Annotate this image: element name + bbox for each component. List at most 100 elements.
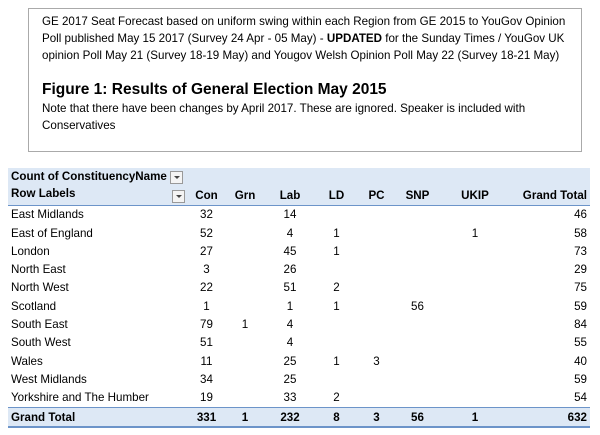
value-field: Count of ConstituencyName	[8, 168, 188, 187]
data-row: East of England 52 4 1 1 58	[8, 224, 590, 242]
cell	[395, 370, 440, 388]
cell	[225, 297, 265, 315]
cell: 58	[574, 226, 587, 240]
cell: 40	[574, 354, 587, 368]
cell	[225, 279, 265, 297]
blank-cell	[315, 168, 358, 187]
blank-cell	[188, 168, 225, 187]
cell: 632	[510, 406, 590, 429]
cell: 55	[574, 336, 587, 350]
pivot-table: Count of ConstituencyName Row Labels Con G…	[8, 168, 590, 429]
cell: 1	[333, 244, 340, 258]
cell	[395, 315, 440, 333]
cell	[358, 334, 395, 352]
column-header: SNP	[395, 186, 440, 206]
data-row: North East 3 26 29	[8, 260, 590, 278]
data-row: Wales 11 25 1 3 40	[8, 352, 590, 370]
cell: 1	[471, 226, 479, 240]
cell	[440, 315, 510, 333]
cell	[225, 205, 265, 224]
cell	[315, 315, 358, 333]
blank-cell	[510, 168, 590, 187]
cell	[225, 334, 265, 352]
column-header: PC	[358, 186, 395, 206]
cell	[358, 279, 395, 297]
cell: 4	[286, 226, 294, 240]
cell: 84	[574, 318, 587, 332]
cell: 2	[333, 281, 340, 295]
cell	[440, 389, 510, 408]
row-label: Grand Total	[8, 406, 188, 429]
cell	[358, 370, 395, 388]
row-label: North West	[11, 281, 69, 295]
cell	[225, 224, 265, 242]
cell	[440, 297, 510, 315]
cell	[440, 334, 510, 352]
column-header: Grn	[225, 186, 265, 206]
column-header: LD	[315, 186, 358, 206]
cell: 52	[200, 226, 213, 240]
cell	[440, 242, 510, 260]
cell: 59	[574, 372, 587, 386]
cell: 29	[574, 263, 587, 277]
cell	[225, 389, 265, 408]
cell	[440, 279, 510, 297]
cell	[395, 260, 440, 278]
row-label: Scotland	[11, 299, 57, 313]
cell: 73	[574, 244, 587, 258]
cell: 1	[333, 226, 340, 240]
figure-note: Note that there have been changes by Apr…	[42, 102, 526, 132]
row-label: South East	[11, 318, 68, 332]
cell: 4	[286, 318, 294, 332]
cell: 8	[315, 406, 358, 429]
data-row: South East 79 1 4 84	[8, 315, 590, 333]
cell	[440, 205, 510, 224]
figure-title: Figure 1: Results of General Election Ma…	[42, 81, 387, 98]
cell	[225, 260, 265, 278]
cell	[225, 370, 265, 388]
cell: 1	[440, 406, 510, 429]
cell: 56	[411, 299, 424, 313]
cell: 51	[200, 336, 213, 350]
column-header: UKIP	[440, 186, 510, 206]
cell: 79	[200, 318, 213, 332]
cell: 3	[373, 354, 380, 368]
cell	[395, 279, 440, 297]
data-row: London 27 45 1 73	[8, 242, 590, 260]
cell: 26	[283, 263, 297, 277]
field-row: Count of ConstituencyName	[8, 168, 590, 187]
cell	[358, 389, 395, 408]
row-label: Wales	[11, 354, 43, 368]
cell	[440, 352, 510, 370]
cell	[440, 370, 510, 388]
cell: 4	[286, 336, 294, 350]
blank-cell	[440, 168, 510, 187]
cell	[440, 260, 510, 278]
cell	[358, 224, 395, 242]
cell: 25	[283, 372, 297, 386]
filter-button[interactable]	[170, 170, 184, 184]
data-row: Scotland 1 1 1 56 59	[8, 297, 590, 315]
cell	[315, 260, 358, 278]
blank-cell	[395, 168, 440, 187]
data-row: South West 51 4 55	[8, 334, 590, 352]
cell: 1	[203, 299, 210, 313]
cell: 1	[241, 318, 249, 332]
pivot-body: Count of ConstituencyName Row Labels Con G…	[8, 168, 590, 429]
cell: 14	[283, 208, 297, 222]
filter-button[interactable]	[172, 190, 185, 204]
data-row: West Midlands 34 25 59	[8, 370, 590, 388]
cell: 59	[574, 299, 587, 313]
cell	[358, 315, 395, 333]
cell	[315, 205, 358, 224]
cell	[315, 370, 358, 388]
header-row: Row Labels Con Grn Lab LD PC SNP UKIP Grand Tota…	[8, 186, 590, 206]
cell	[358, 242, 395, 260]
blank-cell	[265, 168, 315, 187]
cell: 45	[283, 244, 297, 258]
cell: 1	[333, 354, 340, 368]
cell: 75	[574, 281, 587, 295]
cell: 3	[203, 263, 210, 277]
cell: 27	[200, 244, 213, 258]
